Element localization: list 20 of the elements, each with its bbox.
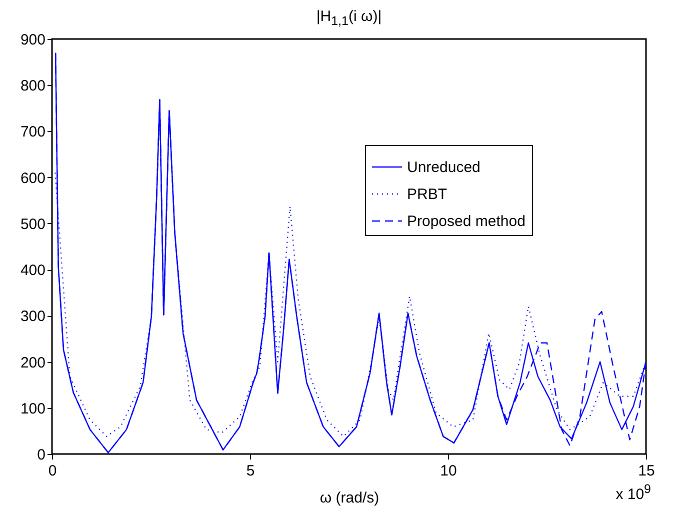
y-tick-label: 700 xyxy=(20,124,46,141)
y-tick-label: 600 xyxy=(20,170,46,187)
x-tick-label: 5 xyxy=(246,462,255,480)
y-tick-label: 100 xyxy=(20,400,46,418)
y-tick-label: 300 xyxy=(20,308,46,326)
legend-label: PRBT xyxy=(407,186,448,203)
y-tick-label: 500 xyxy=(20,216,46,233)
y-tick-label: 800 xyxy=(20,78,46,95)
x-tick-label: 0 xyxy=(48,462,57,480)
y-tick-label: 200 xyxy=(20,354,46,372)
text: x 10$^{9}$ xyxy=(616,482,651,503)
legend-label: Proposed method xyxy=(407,213,526,230)
y-tick-label: 0 xyxy=(37,446,46,464)
x-axis-title: ω (rad/s) xyxy=(320,490,380,506)
y-tick-label: 900 xyxy=(20,32,46,48)
x-tick-label: 15 xyxy=(638,462,655,480)
chart-title: |H$_{1,1}$(i ω)| xyxy=(315,8,383,28)
legend-label: Unreduced xyxy=(407,159,480,176)
x-tick-label: 10 xyxy=(440,462,457,480)
y-tick-label: 400 xyxy=(20,262,46,280)
